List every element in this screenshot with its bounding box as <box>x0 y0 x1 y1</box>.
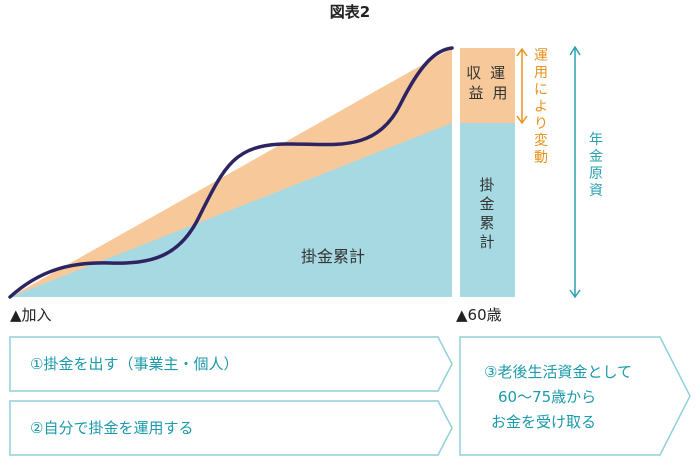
area-label-contribution: 掛金累計 <box>301 247 365 266</box>
asset-growth-curve <box>8 46 454 299</box>
step1-text: ①掛金を出す（事業主・個人） <box>30 355 238 373</box>
bar-top-label-col1: 運 用 <box>490 64 510 102</box>
step3-box <box>459 336 691 456</box>
step2-box <box>9 400 453 456</box>
figure-title: 図表2 <box>330 3 370 21</box>
bracket-total-label: 年金原資 <box>589 132 603 199</box>
end-marker: ▲60歳 <box>456 306 502 324</box>
step3-text: ③老後生活資金として 60〜75歳から お金を受け取る <box>484 363 637 431</box>
bar-bottom-label: 掛金累計 <box>479 176 494 251</box>
bar-contribution-segment <box>460 123 515 297</box>
step1-box <box>9 336 453 392</box>
bracket-variable-label: 運用により変動 <box>534 48 548 166</box>
variable-bracket-arrow <box>516 47 528 125</box>
start-marker: ▲加入 <box>10 306 52 324</box>
bar-returns-segment <box>460 48 515 123</box>
step2-text: ②自分で掛金を運用する <box>30 419 193 437</box>
total-bracket-arrow <box>569 45 581 299</box>
bar-top-label-col2: 収 益 <box>466 64 486 102</box>
contribution-area <box>10 123 452 297</box>
